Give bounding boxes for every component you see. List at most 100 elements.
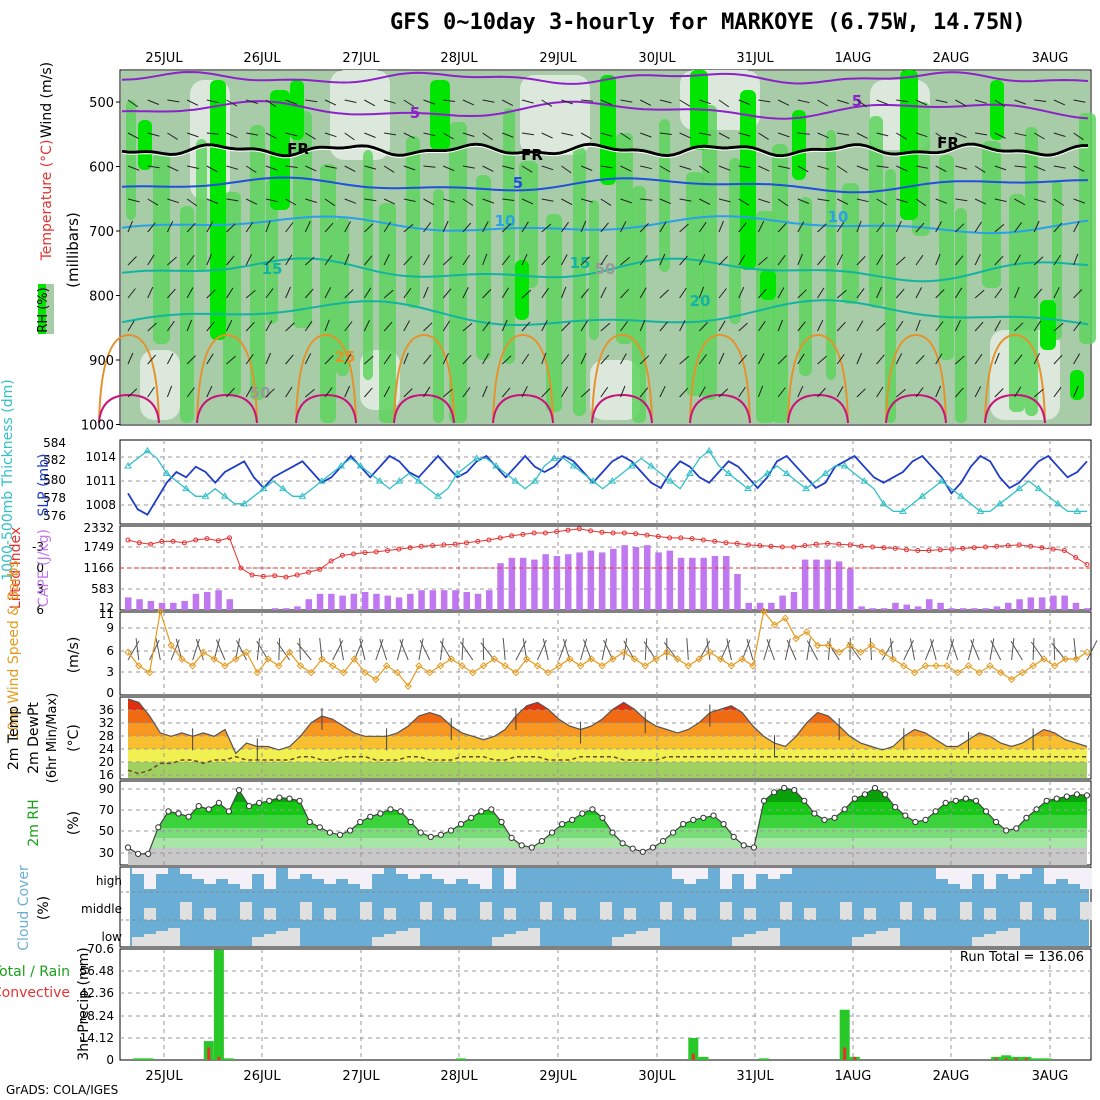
rh-marker xyxy=(750,844,758,851)
wind-barb xyxy=(856,288,865,299)
lifted-index-marker xyxy=(621,530,627,536)
cloud-clear-block xyxy=(1020,902,1032,920)
wind-barb xyxy=(974,321,984,332)
cloud-high-gap xyxy=(984,868,996,889)
wind-barb xyxy=(265,288,274,299)
lifted-index-marker xyxy=(712,538,718,544)
wind-barb xyxy=(245,221,254,233)
cloud-high-gap xyxy=(336,868,348,879)
rh-mid-streak xyxy=(939,155,954,360)
top-date-label: 25JUL xyxy=(145,51,183,66)
rh-marker xyxy=(851,795,858,802)
temp-band xyxy=(128,762,1087,778)
thickness-marker xyxy=(589,477,597,484)
wind-barb xyxy=(186,165,199,169)
cape-tick-label: 2332 xyxy=(83,521,114,535)
wind-barb xyxy=(442,288,452,299)
wind-barb xyxy=(285,99,297,105)
lifted-index-marker xyxy=(802,543,808,549)
rh-mid-streak xyxy=(702,105,717,400)
wind-speed-marker xyxy=(447,655,455,663)
wind-barb xyxy=(797,198,810,204)
wind-barb xyxy=(706,638,711,661)
precip-tick-label: 0 xyxy=(106,1053,114,1067)
slp-thickness-panel: 584 582 580 578 576 1014 1011 1008 xyxy=(43,436,1091,524)
wind-barb xyxy=(521,353,530,365)
cloud-clear-block xyxy=(636,931,648,946)
cloud-clear-block xyxy=(960,902,972,920)
temp-contour-30c xyxy=(885,393,947,424)
cloud-clear-block xyxy=(900,902,912,920)
wind-barb xyxy=(817,387,826,398)
wind-barb xyxy=(383,386,391,398)
rh-marker xyxy=(316,824,323,831)
wind-barb xyxy=(679,255,688,266)
wind-speed-marker xyxy=(210,655,218,663)
wind-barb xyxy=(603,639,614,661)
wind-barb xyxy=(817,355,827,365)
wind-barb xyxy=(955,165,968,170)
wind-barb xyxy=(147,198,159,206)
cloud-high-gap xyxy=(444,868,456,884)
wind-barb xyxy=(856,220,862,233)
rh-mid-streak xyxy=(659,119,670,272)
rh-marker xyxy=(720,821,727,828)
wind-speed-marker xyxy=(910,668,919,677)
rh-marker xyxy=(225,808,232,815)
wind-speed-marker xyxy=(426,668,434,677)
lifted-index-marker xyxy=(1073,555,1079,560)
wind-barb xyxy=(994,223,1005,233)
thickness-marker xyxy=(608,477,617,484)
run-total-label: Run Total = 136.06 xyxy=(959,950,1084,965)
rh-mid-streak xyxy=(632,186,646,423)
wind-barb xyxy=(797,99,810,104)
cloud-clear-block xyxy=(780,902,792,920)
wind-barb xyxy=(679,320,686,332)
pressure-axis-label: (millibars) xyxy=(64,212,82,288)
rh-bright-streak xyxy=(900,70,918,220)
wind-barb xyxy=(166,320,175,332)
cloud-clear-block xyxy=(624,908,636,920)
wind-barb xyxy=(167,165,179,172)
cloud-high-gap xyxy=(432,868,444,879)
cloud-clear-block xyxy=(372,937,384,946)
cloud-high-gap xyxy=(252,868,264,874)
rh-marker xyxy=(1003,827,1010,834)
rh-marker xyxy=(1073,791,1081,798)
thickness-marker xyxy=(705,446,714,454)
cloud-clear-block xyxy=(1044,908,1056,920)
wind-barb xyxy=(127,99,139,108)
wind-barb xyxy=(265,256,275,266)
lifted-index-marker xyxy=(1084,562,1090,567)
cloud-clear-block xyxy=(444,908,456,920)
temp-tick-label: 28 xyxy=(99,729,114,743)
wind-barb xyxy=(777,287,785,299)
wind-barb xyxy=(994,198,1007,202)
wind-barb xyxy=(718,256,728,266)
wind-barb xyxy=(246,99,258,104)
wind-barb xyxy=(561,165,572,174)
cape-bar xyxy=(937,602,944,610)
wind-barb xyxy=(699,198,711,205)
wind-speed-marker xyxy=(501,662,509,670)
wind-barb xyxy=(541,287,550,299)
wind-barb xyxy=(974,165,986,173)
wind-speed-marker xyxy=(469,668,477,677)
wind-barb xyxy=(245,254,253,266)
wind-barb xyxy=(344,385,351,398)
wind-barb xyxy=(620,385,626,398)
wind-barb xyxy=(403,288,412,299)
contour-label: FR xyxy=(287,140,309,158)
wind-barb xyxy=(974,198,987,205)
wind-barb xyxy=(383,289,394,299)
wind-barb xyxy=(305,198,317,203)
rh-mid-streak xyxy=(250,125,265,400)
cape-bar xyxy=(813,559,820,610)
wind-speed-marker xyxy=(986,662,994,670)
wind-speed-marker xyxy=(964,662,973,670)
wind-speed-marker xyxy=(188,662,197,670)
freezing-level-inner xyxy=(121,145,1088,159)
wind-barb xyxy=(226,198,239,202)
wind-speed-marker xyxy=(1040,655,1048,663)
wind-barb xyxy=(1014,99,1026,105)
